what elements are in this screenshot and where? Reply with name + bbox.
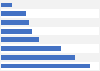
Bar bbox=[1, 36, 99, 44]
Bar bbox=[1, 62, 99, 70]
Bar bbox=[1, 27, 99, 36]
Bar bbox=[1, 20, 29, 25]
Bar bbox=[1, 11, 26, 16]
Bar bbox=[1, 55, 75, 60]
Bar bbox=[1, 37, 39, 42]
Bar bbox=[1, 9, 99, 18]
Bar bbox=[1, 3, 12, 7]
Bar bbox=[1, 64, 90, 68]
Bar bbox=[1, 29, 32, 34]
Bar bbox=[1, 18, 99, 27]
Bar bbox=[1, 1, 99, 9]
Bar bbox=[1, 44, 99, 53]
Bar bbox=[1, 46, 61, 51]
Bar bbox=[1, 53, 99, 62]
